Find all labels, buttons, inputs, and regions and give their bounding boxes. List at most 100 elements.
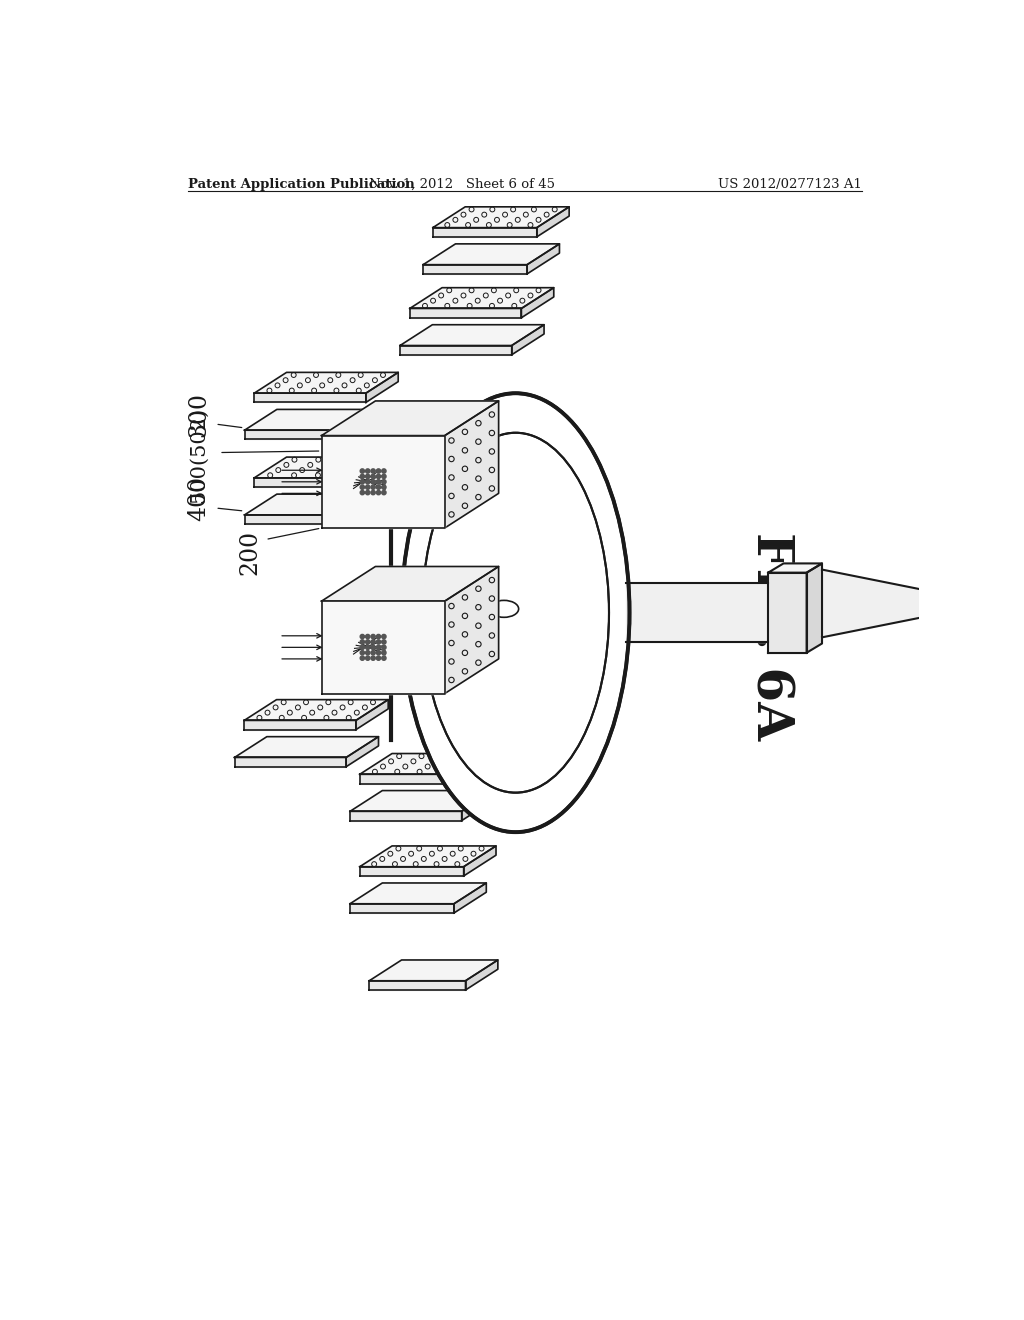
Polygon shape [433,227,537,236]
Circle shape [360,656,365,660]
Polygon shape [322,436,444,528]
Text: 100b: 100b [465,680,504,693]
Circle shape [366,484,370,490]
Circle shape [366,474,370,479]
Polygon shape [254,393,366,403]
Polygon shape [322,401,499,436]
Polygon shape [359,775,471,784]
Polygon shape [454,883,486,913]
Circle shape [360,651,365,655]
Polygon shape [464,846,496,876]
Polygon shape [537,207,569,236]
Circle shape [371,491,375,495]
Polygon shape [359,754,504,775]
Polygon shape [350,791,494,812]
Circle shape [366,640,370,644]
Polygon shape [234,758,346,767]
Text: 200: 200 [239,531,261,576]
Polygon shape [244,721,356,730]
Polygon shape [245,409,388,430]
Circle shape [366,491,370,495]
Circle shape [371,656,375,660]
Circle shape [366,635,370,639]
Polygon shape [400,346,512,355]
Circle shape [377,656,381,660]
Polygon shape [822,570,923,638]
Circle shape [360,479,365,484]
Polygon shape [254,478,374,487]
Circle shape [377,491,381,495]
Polygon shape [807,564,822,653]
Circle shape [371,469,375,473]
Circle shape [360,484,365,490]
Polygon shape [433,207,569,227]
Text: 400: 400 [186,477,210,521]
Circle shape [377,469,381,473]
Polygon shape [768,573,807,653]
Polygon shape [444,401,499,528]
Text: 100: 100 [435,690,470,708]
Polygon shape [401,393,630,832]
Polygon shape [346,737,379,767]
Circle shape [371,484,375,490]
Circle shape [360,635,365,639]
Circle shape [371,640,375,644]
Text: 100a: 100a [488,692,527,706]
Polygon shape [422,433,609,792]
Circle shape [377,645,381,649]
Circle shape [382,635,386,639]
Circle shape [366,645,370,649]
Circle shape [382,479,386,484]
Polygon shape [234,737,379,758]
Circle shape [366,651,370,655]
Polygon shape [350,883,486,904]
Polygon shape [521,288,554,318]
Circle shape [382,474,386,479]
Circle shape [366,469,370,473]
Polygon shape [527,244,559,275]
Polygon shape [423,264,527,275]
Polygon shape [245,515,364,524]
Polygon shape [356,700,388,730]
Polygon shape [768,564,822,573]
Circle shape [371,474,375,479]
Polygon shape [626,583,768,642]
Circle shape [360,469,365,473]
Circle shape [382,640,386,644]
Polygon shape [466,960,498,990]
Polygon shape [471,754,504,784]
Polygon shape [423,244,559,264]
Polygon shape [444,566,499,693]
Circle shape [377,474,381,479]
Circle shape [360,491,365,495]
Polygon shape [350,904,454,913]
Polygon shape [400,325,544,346]
Polygon shape [366,372,398,403]
Circle shape [371,651,375,655]
Polygon shape [254,372,398,393]
Circle shape [382,651,386,655]
Polygon shape [512,325,544,355]
Text: FIG. 6A: FIG. 6A [745,532,795,741]
Circle shape [366,479,370,484]
Circle shape [377,651,381,655]
Circle shape [382,469,386,473]
Text: Patent Application Publication: Patent Application Publication [188,178,415,190]
Polygon shape [370,981,466,990]
Circle shape [382,491,386,495]
Text: Nov. 1, 2012   Sheet 6 of 45: Nov. 1, 2012 Sheet 6 of 45 [369,178,555,190]
Circle shape [377,479,381,484]
Circle shape [371,645,375,649]
Polygon shape [245,430,356,440]
Circle shape [377,640,381,644]
Circle shape [377,635,381,639]
Circle shape [382,484,386,490]
Polygon shape [374,457,406,487]
Polygon shape [462,791,494,821]
Text: 300: 300 [186,392,210,437]
Circle shape [382,656,386,660]
Polygon shape [364,494,396,524]
Circle shape [371,635,375,639]
Text: US 2012/0277123 A1: US 2012/0277123 A1 [718,178,862,190]
Polygon shape [359,867,464,876]
